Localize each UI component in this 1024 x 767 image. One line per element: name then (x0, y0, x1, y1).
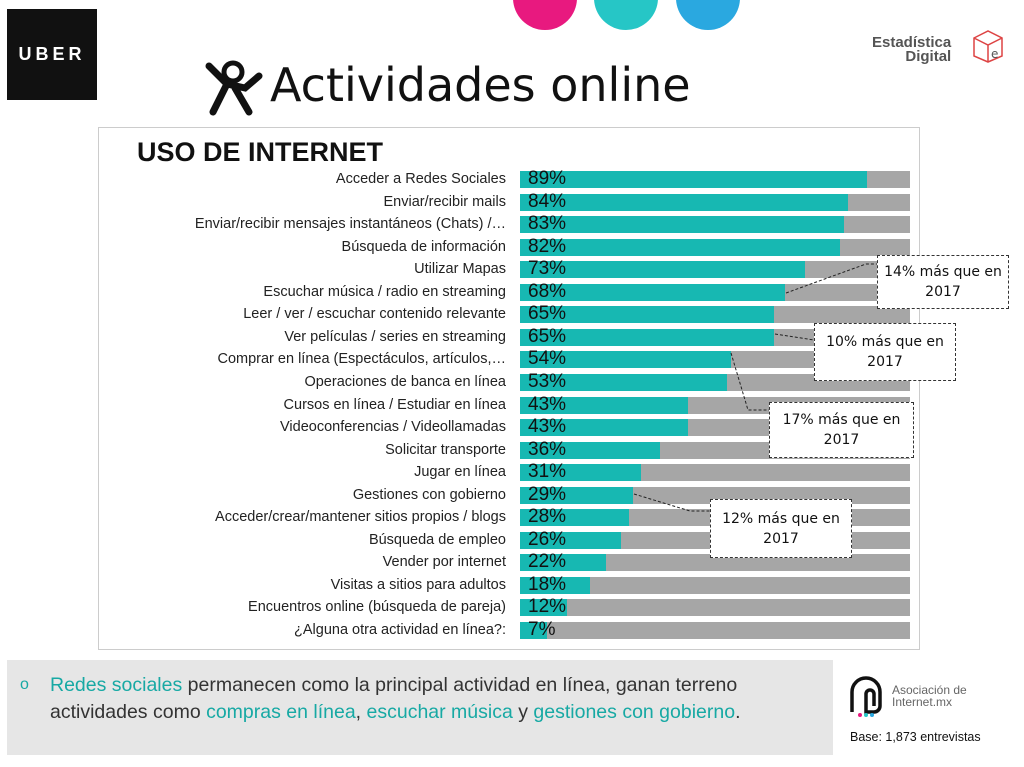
highlight-text: Redes sociales (50, 674, 183, 696)
annotation-note: 12% más que en 2017 (710, 499, 852, 558)
category-label: Operaciones de banca en línea (304, 373, 506, 390)
data-label: 12% (528, 596, 567, 618)
data-label: 26% (528, 528, 567, 550)
summary-box (7, 660, 833, 755)
svg-text:e: e (991, 47, 998, 61)
category-label: Enviar/recibir mensajes instantáneos (Ch… (194, 216, 506, 233)
base-note: Base: 1,873 entrevistas (850, 730, 981, 744)
bar (520, 531, 622, 549)
data-label: 82% (528, 235, 567, 257)
summary-text-part: , (355, 701, 367, 723)
estadistica-digital-logo: Estadística Digital (872, 34, 952, 65)
data-label: 68% (528, 280, 567, 302)
uber-logo: UBER (7, 9, 97, 100)
annotation-note: 14% más que en 2017 (877, 255, 1009, 309)
data-label: 43% (528, 393, 567, 415)
category-label: Visitas a sitios para adultos (330, 576, 506, 593)
data-label: 29% (528, 483, 567, 505)
asociacion-internet-logo: Asociación de Internet.mx (892, 683, 967, 709)
chart-frame (98, 127, 920, 650)
bar (520, 622, 548, 639)
bar (520, 486, 634, 504)
bar (520, 441, 661, 459)
category-label: Enviar/recibir mails (383, 193, 506, 210)
bar (520, 351, 731, 369)
page-title: Actividades online (270, 58, 691, 112)
data-label: 65% (528, 303, 567, 325)
data-label: 28% (528, 506, 567, 528)
bar (520, 171, 868, 188)
data-label: 43% (528, 416, 567, 438)
category-label: Búsqueda de empleo (368, 531, 506, 548)
annotation-note: 17% más que en 2017 (769, 402, 914, 458)
bar (520, 509, 630, 527)
bar-remainder (520, 622, 910, 639)
highlight-text: gestiones con gobierno (533, 701, 736, 723)
category-label: Acceder a Redes Sociales (335, 171, 506, 187)
category-label: Acceder/crear/mantener sitios propios / … (215, 509, 506, 526)
category-label: Cursos en línea / Estudiar en línea (283, 396, 506, 413)
category-label: Gestiones con gobierno (352, 486, 506, 503)
category-label: ¿Alguna otra actividad en línea?: (294, 622, 506, 638)
category-label: Jugar en línea (414, 464, 506, 481)
bar (520, 464, 641, 482)
data-label: 83% (528, 213, 567, 235)
annotation-note: 10% más que en 2017 (814, 323, 956, 381)
cube-logo-icon: e (973, 30, 1003, 63)
bar (520, 328, 774, 346)
asociacion-internet-logo-icon (850, 676, 882, 717)
bar (520, 373, 727, 391)
bar (520, 283, 786, 301)
category-label: Encuentros online (búsqueda de pareja) (248, 599, 506, 616)
bar (520, 306, 774, 324)
bar-remainder (520, 554, 910, 572)
chart-title: USO DE INTERNET (137, 137, 384, 167)
data-label: 65% (528, 325, 567, 347)
data-label: 89% (528, 168, 567, 189)
category-label: Ver películas / series en streaming (284, 328, 506, 345)
category-label: Solicitar transporte (385, 441, 506, 458)
category-label: Escuchar música / radio en streaming (263, 283, 506, 300)
highlight-text: compras en línea (206, 701, 356, 723)
category-label: Utilizar Mapas (414, 261, 506, 278)
bar-remainder (520, 599, 910, 617)
summary-text: Redes sociales permanecen como la princi… (50, 672, 810, 726)
data-label: 84% (528, 190, 567, 212)
data-label: 36% (528, 438, 567, 460)
bar (520, 238, 840, 256)
bar (520, 193, 848, 211)
data-label: 31% (528, 461, 567, 483)
category-label: Leer / ver / escuchar contenido relevant… (243, 306, 506, 323)
data-label: 22% (528, 551, 567, 573)
category-label: Vender por internet (382, 554, 506, 571)
data-label: 7% (528, 619, 556, 640)
category-label: Búsqueda de información (341, 238, 506, 255)
data-label: 53% (528, 370, 567, 392)
highlight-text: escuchar música (366, 701, 513, 723)
summary-text-part: permanecen como la principal actividad e… (50, 674, 738, 723)
data-label: 73% (528, 258, 567, 280)
bar (520, 554, 606, 572)
bar (520, 396, 688, 414)
bar (520, 576, 591, 594)
bar (520, 216, 844, 234)
category-label: Comprar en línea (Espectáculos, artículo… (217, 351, 506, 368)
bar-remainder (520, 576, 910, 594)
summary-text-part: . (735, 701, 741, 723)
activity-person-icon (205, 60, 263, 116)
category-label: Videoconferencias / Videollamadas (280, 419, 506, 436)
data-label: 18% (528, 573, 567, 595)
bar (520, 419, 688, 437)
bar (520, 599, 567, 617)
summary-text-part: y (512, 701, 534, 723)
bar (520, 261, 805, 279)
data-label: 54% (528, 348, 567, 370)
bullet-marker: o (20, 676, 29, 693)
